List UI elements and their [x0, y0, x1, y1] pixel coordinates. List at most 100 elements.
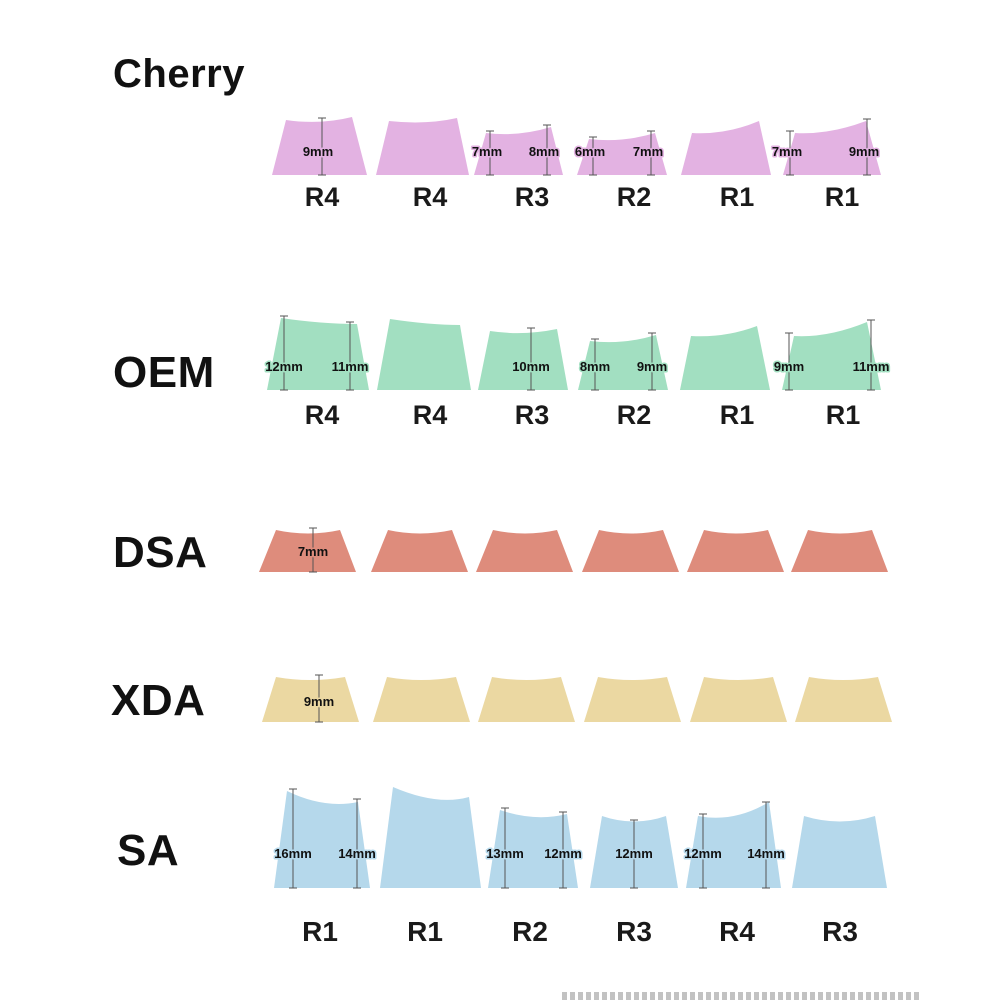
keycap-dsa [582, 530, 679, 572]
dimension-line [762, 801, 770, 889]
keycap-dsa [687, 530, 784, 572]
dimension-label: 12mm [544, 846, 582, 861]
dimension-label: 10mm [512, 359, 550, 374]
dimension-label: 6mm [575, 144, 605, 159]
row-label: R1 [407, 916, 443, 947]
row-label: R3 [514, 400, 550, 430]
dimension-line [543, 124, 551, 176]
profile-label-sa: SA [117, 826, 180, 875]
dimension-label: 7mm [472, 144, 502, 159]
dimension-label: 11mm [853, 359, 890, 374]
dimension-label: 12mm [684, 846, 722, 861]
keycap-xda [584, 677, 681, 722]
keycap-sa-r1-b [380, 787, 481, 888]
dimension-line [318, 117, 326, 176]
dsa-keycap-row: 7mm [259, 527, 888, 573]
dimension-label: 12mm [615, 846, 653, 861]
keycap-dsa [371, 530, 468, 572]
profile-label-cherry: Cherry [113, 52, 245, 96]
keycap-xda [262, 677, 359, 722]
row-label: R3 [616, 916, 652, 947]
keycap-cherry-r4-a [272, 117, 367, 175]
keycap-oem-r1-b [782, 322, 881, 390]
dimension-label: 9mm [849, 144, 879, 159]
keycap-dsa [791, 530, 888, 572]
dimension-line [785, 332, 793, 391]
row-label: R2 [512, 916, 548, 947]
row-label: R3 [822, 916, 858, 947]
dimension-line [289, 788, 297, 889]
keycap-oem-r2 [578, 335, 668, 390]
keycap-oem-r1-a [680, 326, 770, 390]
dimension-line [309, 527, 317, 573]
dimension-label: 7mm [633, 144, 663, 159]
keycap-sa-r3-b [792, 816, 887, 888]
dimension-label: 14mm [747, 846, 785, 861]
keycap-oem-r3 [478, 329, 568, 390]
keycap-dsa [476, 530, 573, 572]
row-label: R4 [719, 916, 755, 947]
keycap-dsa [259, 530, 356, 572]
profile-label-xda: XDA [111, 676, 206, 725]
dimension-line [353, 798, 361, 889]
dimension-line [486, 130, 494, 176]
row-label: R4 [304, 182, 340, 212]
row-label: R1 [719, 400, 755, 430]
dimension-line [346, 321, 354, 391]
oem-keycap-row: 12mm 11mm 10mm 8mm 9mm 9mm 11mm [264, 315, 891, 391]
dimension-label: 9mm [637, 359, 667, 374]
dimension-line [699, 813, 707, 889]
profile-label-dsa: DSA [113, 528, 208, 577]
keycap-xda [690, 677, 787, 722]
keycap-oem-r4-b [377, 319, 471, 390]
dimension-label: 8mm [580, 359, 610, 374]
keycap-cherry-r1-a [681, 121, 771, 175]
profile-label-oem: OEM [113, 348, 215, 397]
row-label: R1 [825, 400, 861, 430]
row-label: R1 [824, 182, 860, 212]
dimension-line [647, 130, 655, 176]
dimension-line [648, 332, 656, 391]
keycap-cherry-r3 [474, 127, 563, 175]
keycap-xda [478, 677, 575, 722]
watermark-remnant [562, 992, 922, 1000]
keycap-oem-r4-a [267, 318, 369, 390]
row-label: R2 [616, 400, 652, 430]
dimension-line [559, 811, 567, 889]
dimension-label: 16mm [274, 846, 312, 861]
dimension-label: 7mm [772, 144, 802, 159]
sa-keycap-row: 16mm 14mm 13mm 12mm 12mm 12mm 14mm [273, 787, 887, 889]
keycap-sa-r4 [686, 802, 781, 888]
dimension-label: 14mm [338, 846, 376, 861]
keycap-sa-r2 [488, 810, 578, 888]
row-label: R4 [304, 400, 340, 430]
keycap-cherry-r4-b [376, 118, 469, 175]
dimension-label: 9mm [304, 694, 334, 709]
xda-keycap-row: 9mm [262, 674, 892, 723]
row-label: R3 [514, 182, 550, 212]
dimension-line [630, 819, 638, 889]
row-label: R4 [412, 400, 448, 430]
dimension-label: 12mm [265, 359, 303, 374]
keycap-cherry-r2 [577, 133, 667, 175]
dimension-label: 8mm [529, 144, 559, 159]
row-label: R4 [412, 182, 448, 212]
row-label: R1 [719, 182, 755, 212]
dimension-line [591, 338, 599, 391]
dimension-line [280, 315, 288, 391]
dimension-label: 13mm [486, 846, 524, 861]
dimension-line [867, 319, 875, 391]
keycap-xda [373, 677, 470, 722]
keycap-sa-r1-a [274, 791, 370, 888]
row-label: R1 [302, 916, 338, 947]
cherry-keycap-row: 9mm 7mm 8mm 6mm 7mm 7mm 9mm [272, 117, 881, 176]
dimension-line [501, 807, 509, 889]
dimension-label: 9mm [303, 144, 333, 159]
dimension-line [315, 674, 323, 723]
dimension-line [527, 327, 535, 391]
dimension-line [589, 136, 597, 176]
dimension-line [863, 118, 871, 176]
keycap-xda [795, 677, 892, 722]
dimension-label: 9mm [774, 359, 804, 374]
